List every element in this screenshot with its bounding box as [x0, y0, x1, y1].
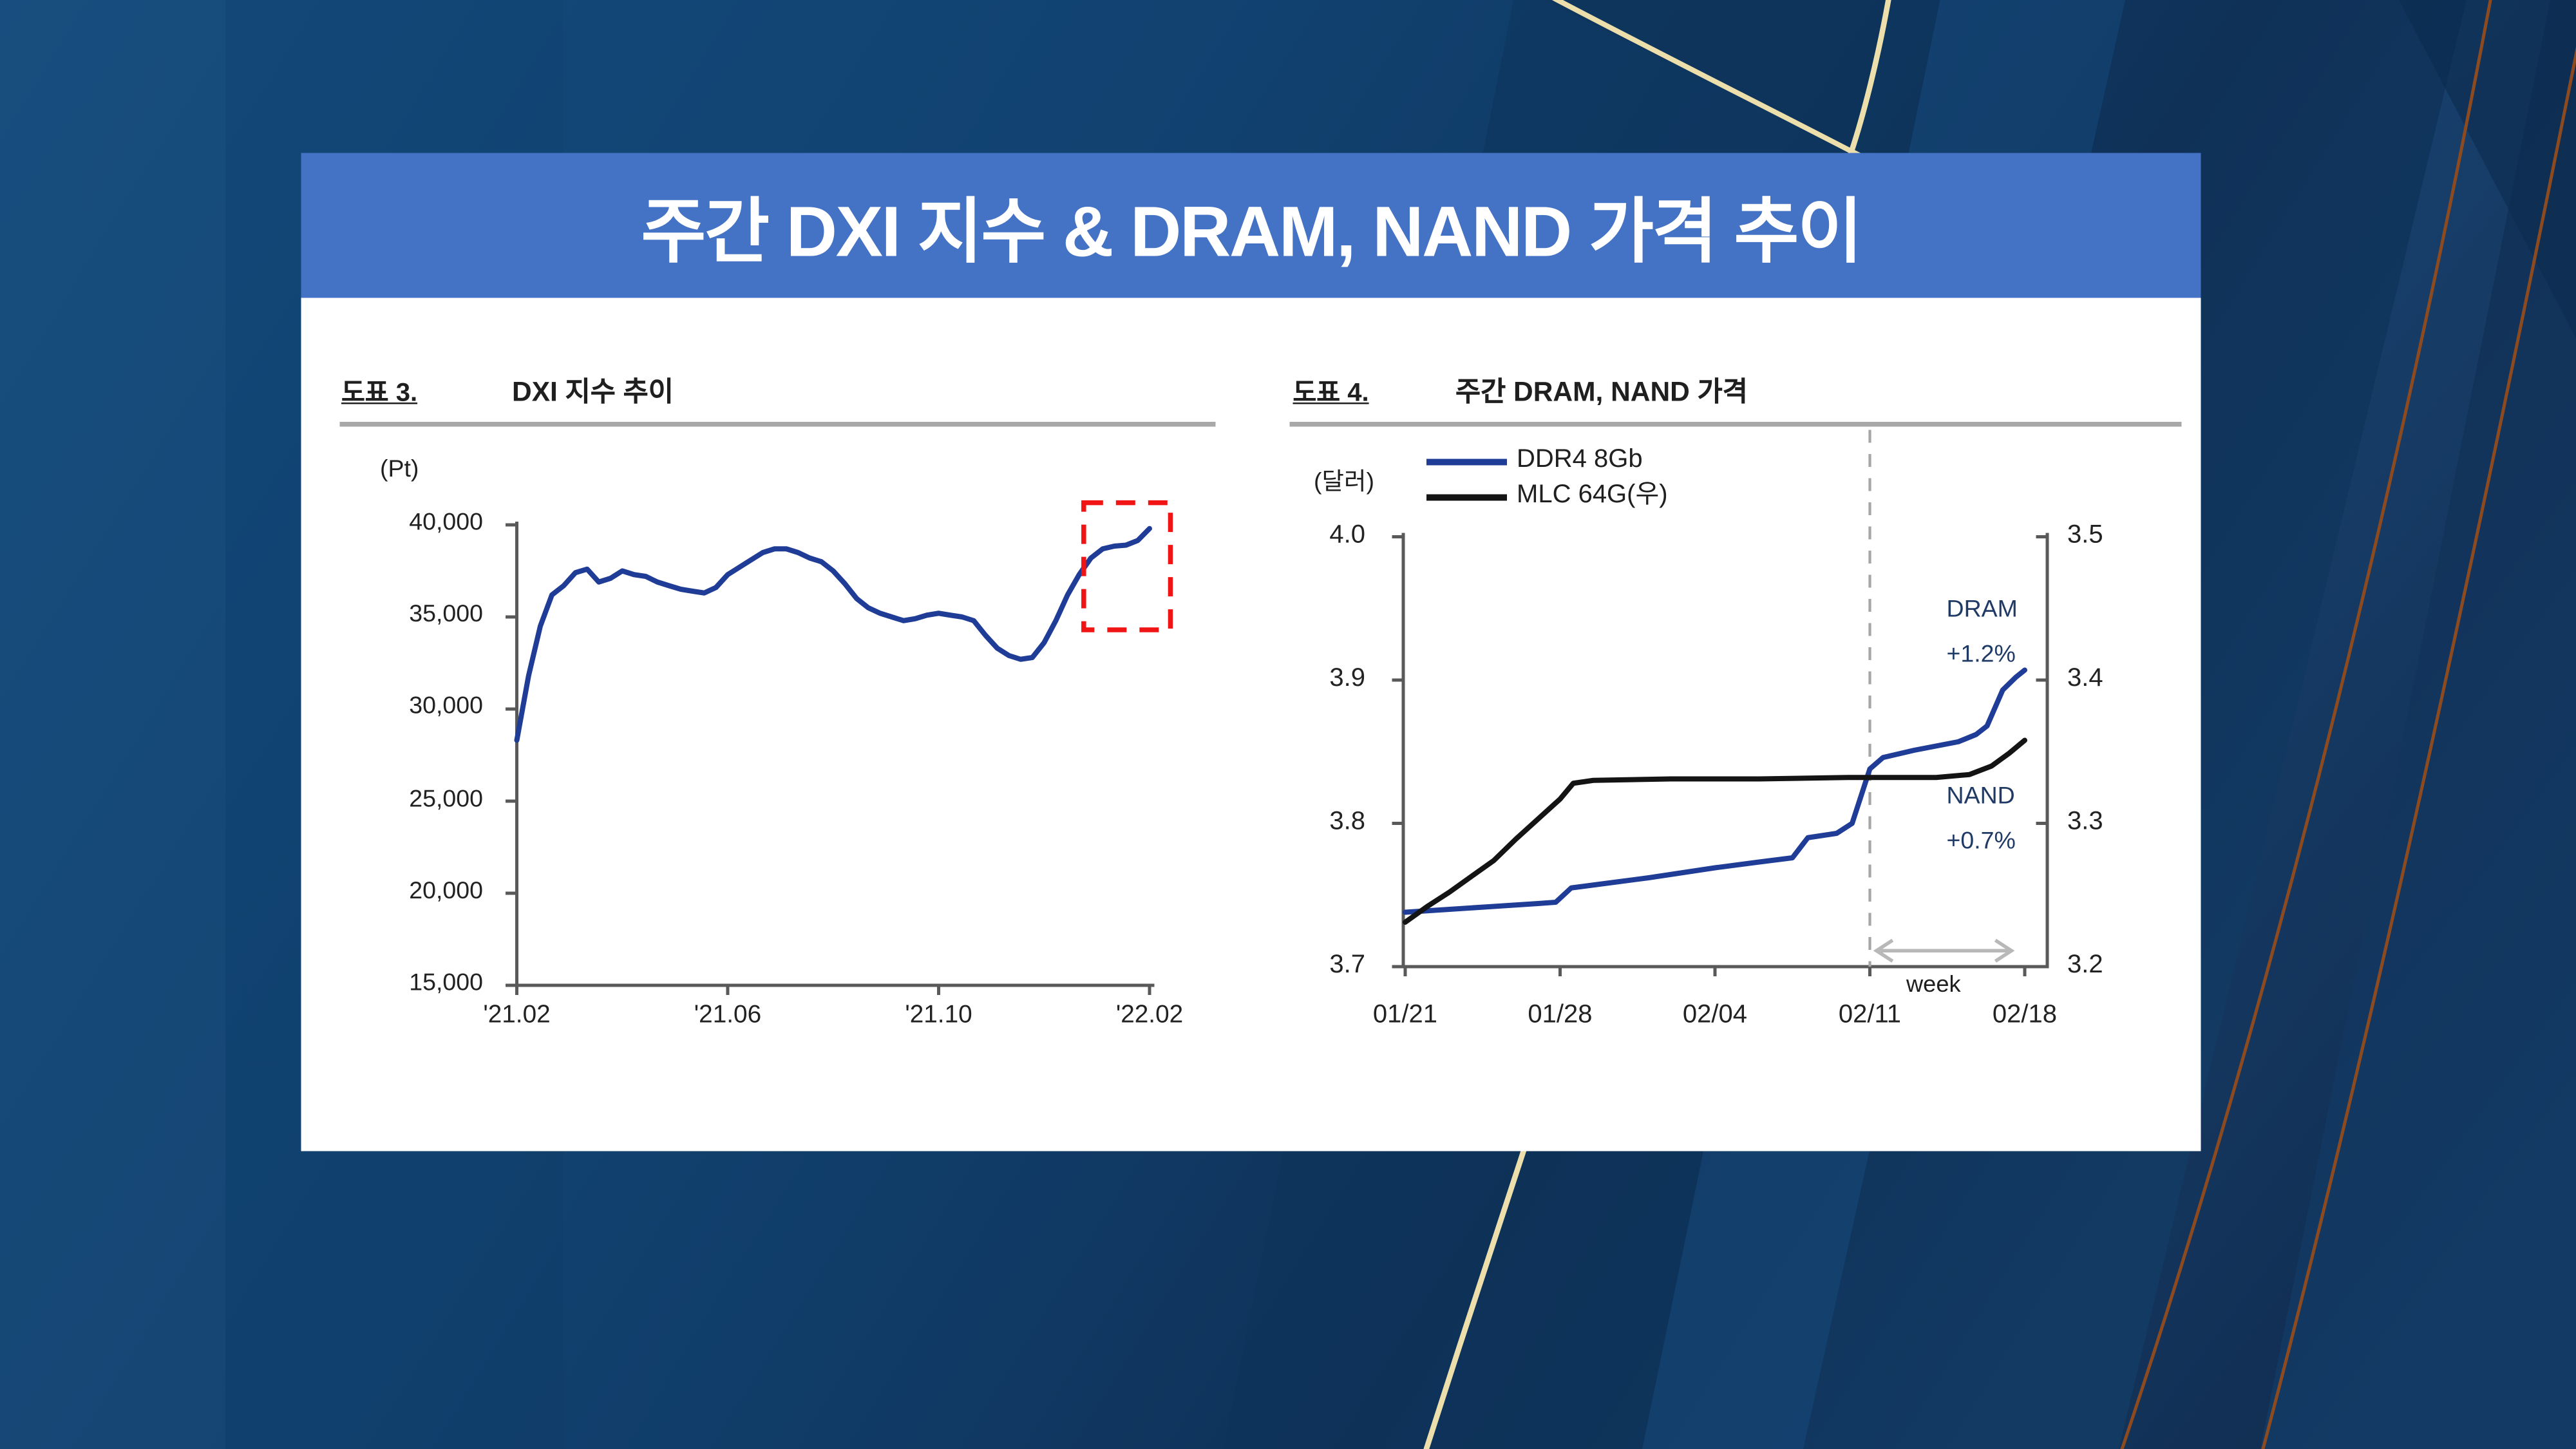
left-chart-xtick-label: '21.02 — [483, 1001, 551, 1029]
annotation-nand-change: +0.7% — [1946, 828, 2016, 855]
slide-title: 주간 DXI 지수 & DRAM, NAND 가격 추이 — [641, 193, 1862, 272]
left-chart-ytick-label: 35,000 — [409, 600, 483, 629]
legend-label-mlc: MLC 64G(우) — [1517, 481, 1668, 509]
left-chart-ytick-label: 20,000 — [409, 876, 483, 905]
bg-band-far-right — [2260, 0, 2576, 1449]
left-chart-xtick-label: '22.02 — [1115, 1001, 1184, 1029]
legend-line-mlc-swatch — [1426, 494, 1507, 501]
legend-line-ddr4-swatch — [1426, 459, 1507, 466]
title-banner: 주간 DXI 지수 & DRAM, NAND 가격 추이 — [301, 153, 2201, 298]
left-chart-ytick-label: 25,000 — [409, 784, 483, 813]
figure4-rule — [1289, 422, 2182, 427]
right-chart-xtick-label: 02/04 — [1682, 1001, 1748, 1029]
right-chart-left-tick-label: 3.9 — [1329, 665, 1365, 693]
annotation-nand: NAND — [1946, 782, 2015, 810]
sienna-line-left — [2120, 0, 2492, 1449]
figure4-label: 도표 4. — [1293, 380, 1369, 408]
left-chart-ytick-label: 30,000 — [409, 692, 483, 721]
legend-label-ddr4: DDR4 8Gb — [1517, 446, 1643, 474]
right-chart-xtick-label: 01/28 — [1528, 1001, 1593, 1029]
right-chart-unit: (달러) — [1314, 468, 1374, 497]
right-chart-left-tick-label: 3.8 — [1329, 808, 1365, 837]
left-chart-xtick-label: '21.10 — [905, 1001, 972, 1029]
figure3-title: DXI 지수 추이 — [512, 377, 674, 408]
left-chart-ytick-label: 40,000 — [409, 509, 483, 536]
figure3-rule — [339, 422, 1216, 427]
right-chart-right-tick-label: 3.4 — [2067, 665, 2103, 693]
left-chart-unit: (Pt) — [380, 455, 419, 484]
left-chart-ytick-label: 15,000 — [409, 969, 483, 997]
right-chart-xtick-label: 02/11 — [1838, 1001, 1902, 1029]
figure3-label: 도표 3. — [341, 380, 418, 408]
sienna-line-right — [2261, 46, 2576, 1449]
right-chart-right-tick-label: 3.3 — [2067, 808, 2103, 837]
right-chart-right-tick-label: 3.5 — [2067, 522, 2103, 550]
right-chart-xtick-label: 02/18 — [1992, 1001, 2058, 1029]
right-chart-left-tick-label: 3.7 — [1329, 952, 1365, 980]
bg-wedge-top-right — [2399, 0, 2576, 338]
right-chart-xtick-label: 01/21 — [1372, 1001, 1438, 1029]
annotation-dram-change: +1.2% — [1946, 641, 2016, 668]
left-chart-xtick-label: '21.06 — [694, 1001, 762, 1029]
week-label: week — [1906, 972, 1961, 998]
right-chart-left-tick-label: 4.0 — [1329, 522, 1365, 550]
right-chart-right-tick-label: 3.2 — [2067, 952, 2103, 980]
bg-band-mid — [2119, 0, 2550, 1449]
bg-strip-left — [0, 0, 225, 1449]
annotation-dram: DRAM — [1946, 596, 2018, 623]
figure4-title: 주간 DRAM, NAND 가격 — [1455, 377, 1748, 408]
